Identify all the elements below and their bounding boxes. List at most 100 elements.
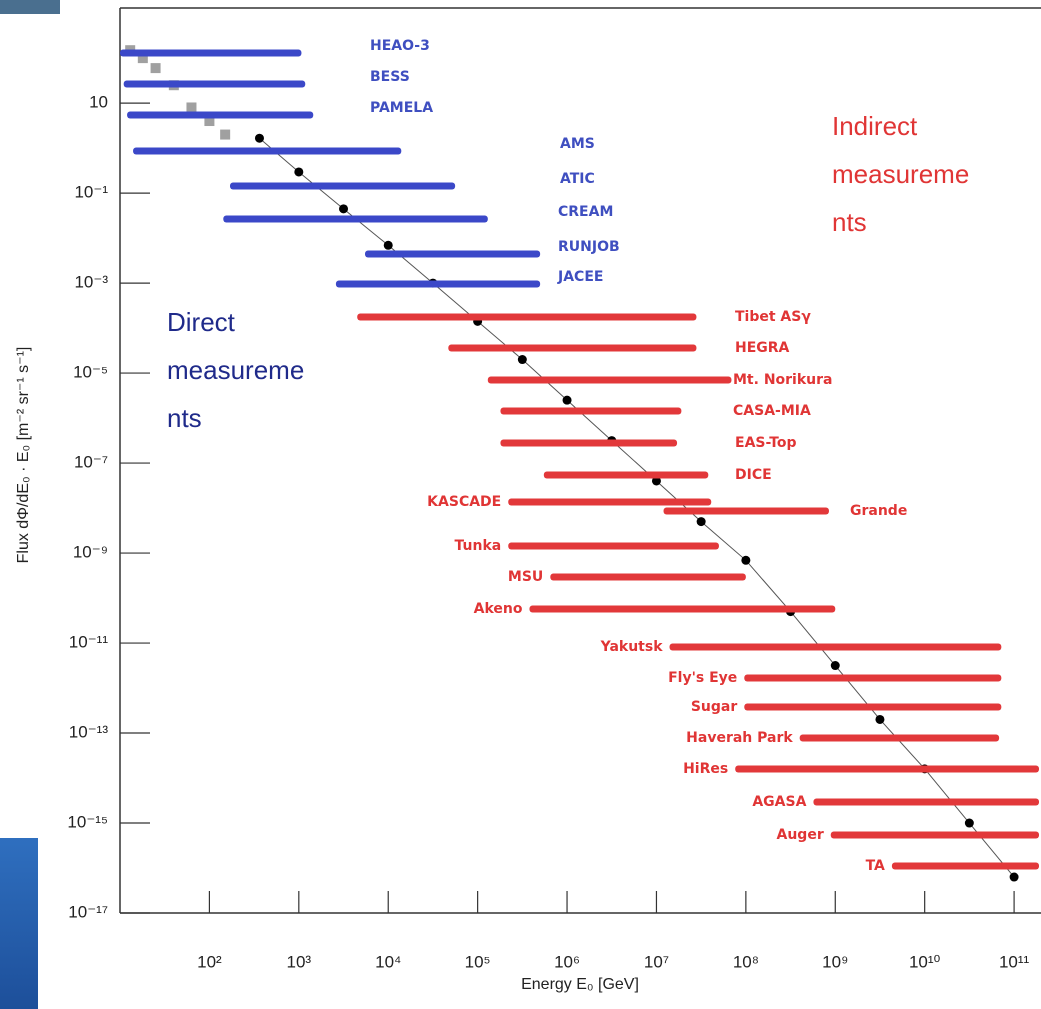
data-point	[964, 818, 974, 828]
data-point	[517, 355, 527, 365]
background-fragment	[0, 838, 38, 1009]
x-tick-label: 10¹¹	[999, 952, 1030, 971]
y-tick-label: 10⁻¹³	[69, 723, 109, 742]
experiment-label: DICE	[735, 467, 772, 483]
x-tick-label: 10⁸	[733, 952, 759, 971]
range-bar	[813, 798, 1040, 806]
range-bar	[543, 471, 709, 479]
y-tick-label: 10⁻⁷	[74, 453, 108, 472]
range-bar	[891, 862, 1040, 870]
experiment-label: CREAM	[558, 204, 613, 220]
annotation: nts	[832, 207, 867, 237]
range-bar	[508, 498, 712, 506]
data-point	[294, 167, 304, 177]
experiment-label: HEGRA	[735, 340, 790, 356]
y-tick-label: 10⁻⁵	[73, 363, 108, 382]
range-bar	[500, 407, 682, 415]
range-bar	[120, 49, 302, 57]
experiment-label: Mt. Norikura	[733, 372, 832, 388]
experiment-label: Tibet ASγ	[735, 309, 811, 325]
y-tick-label: 10⁻¹¹	[69, 633, 109, 652]
range-bar	[448, 344, 697, 352]
range-bar	[550, 573, 746, 581]
experiment-label: Haverah Park	[686, 730, 793, 746]
y-tick-label: 10⁻¹	[74, 183, 108, 202]
range-bar	[365, 250, 541, 258]
experiment-label: ATIC	[560, 171, 595, 187]
y-tick-label: 10⁻¹⁵	[67, 812, 108, 831]
range-bar	[127, 111, 314, 119]
annotation: nts	[167, 403, 202, 433]
range-bar	[487, 376, 732, 384]
data-point	[150, 63, 161, 74]
data-point	[383, 240, 393, 250]
annotation: measureme	[167, 355, 304, 385]
range-bar	[830, 831, 1040, 839]
y-axis-label: Flux dΦ/dE₀ · E₀ [m⁻² sr⁻¹ s⁻¹]	[15, 347, 32, 564]
data-point	[137, 53, 148, 64]
annotation: Direct	[167, 307, 236, 337]
range-bar	[123, 80, 306, 88]
data-point	[830, 661, 840, 671]
x-tick-label: 10¹⁰	[909, 952, 941, 971]
experiment-label: MSU	[508, 569, 543, 585]
data-point	[562, 395, 572, 405]
range-bar	[529, 605, 836, 613]
data-point	[254, 133, 264, 143]
experiment-label: Akeno	[474, 601, 523, 617]
experiment-label: RUNJOB	[558, 239, 620, 255]
experiment-label: Sugar	[691, 699, 738, 715]
data-point	[339, 204, 349, 214]
data-point	[220, 129, 231, 140]
y-tick-label: 10⁻³	[74, 273, 108, 292]
annotation: measureme	[832, 159, 969, 189]
range-bar	[744, 674, 1002, 682]
experiment-label: Tunka	[455, 538, 502, 554]
experiment-label: Fly's Eye	[668, 670, 737, 686]
experiment-label: PAMELA	[370, 100, 433, 116]
y-tick-label: 10⁻¹⁷	[68, 902, 108, 921]
x-tick-label: 10⁹	[822, 952, 848, 971]
data-point	[875, 714, 885, 724]
range-bar	[744, 703, 1002, 711]
experiment-label: BESS	[370, 69, 410, 85]
data-point	[186, 102, 197, 113]
flux-curve	[259, 137, 1015, 878]
y-tick-label: 10⁻⁹	[73, 543, 108, 562]
experiment-label: Yakutsk	[600, 639, 664, 655]
background-fragment	[0, 0, 60, 14]
range-bar	[335, 280, 541, 288]
data-point	[651, 476, 661, 486]
experiment-label: AMS	[560, 136, 595, 152]
x-tick-label: 10⁴	[375, 952, 401, 971]
x-axis-label: Energy E₀ [GeV]	[521, 976, 639, 993]
experiment-label: HEAO-3	[370, 38, 430, 54]
data-point	[1009, 872, 1019, 882]
range-bar	[669, 643, 1002, 651]
x-tick-label: 10⁷	[644, 952, 669, 971]
experiment-label: JACEE	[557, 269, 603, 285]
experiment-label: EAS-Top	[735, 435, 797, 451]
data-point	[741, 555, 751, 565]
experiment-label: Auger	[777, 827, 824, 843]
experiment-label: TA	[866, 858, 885, 874]
experiment-label: AGASA	[752, 794, 806, 810]
range-bar	[508, 542, 719, 550]
range-bar	[230, 182, 456, 190]
range-bar	[735, 765, 1040, 773]
data-point	[204, 116, 215, 127]
range-bar	[357, 313, 697, 321]
x-tick-label: 10⁶	[554, 952, 580, 971]
range-bar	[663, 507, 829, 515]
y-tick-label: 10	[89, 93, 108, 112]
range-bar	[223, 215, 488, 223]
range-bar	[500, 439, 678, 447]
experiment-label: KASCADE	[427, 494, 501, 510]
data-point	[696, 517, 706, 527]
experiment-label: Grande	[850, 503, 907, 519]
range-bar	[133, 147, 402, 155]
x-tick-label: 10²	[197, 952, 222, 971]
experiment-label: CASA-MIA	[733, 403, 811, 419]
annotation: Indirect	[832, 111, 918, 141]
